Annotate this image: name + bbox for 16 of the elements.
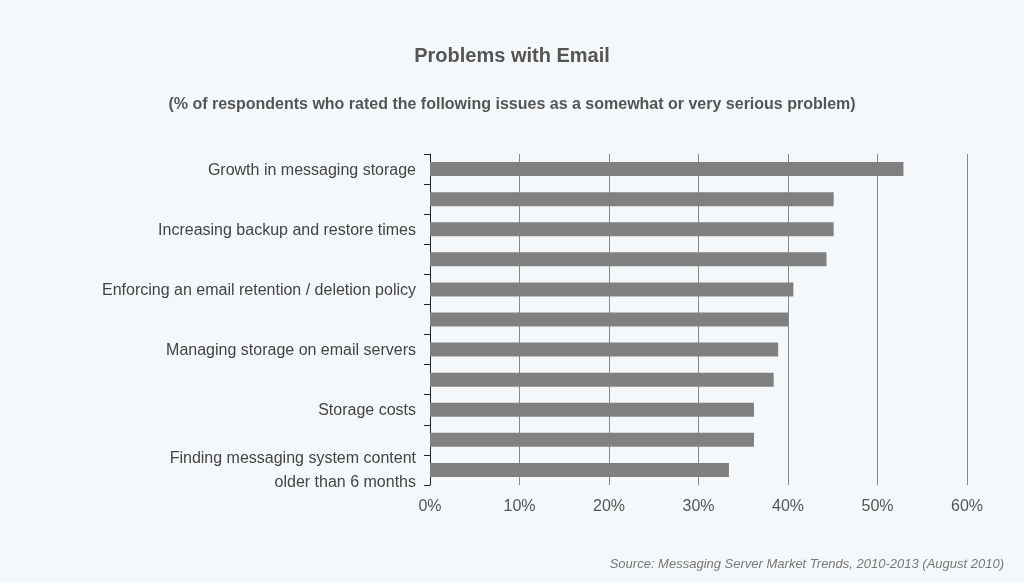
source-note: Source: Messaging Server Market Trends, 2010-2013 (August 2010) [609,556,1005,571]
x-tick-label: 0% [418,496,442,514]
x-tick-label: 40% [771,496,805,514]
y-tick-label: Growth in messaging storage [207,160,417,178]
y-tick-label: Managing storage on email servers [166,341,416,359]
y-tick-label: Finding messaging system content older than 6 months [169,449,417,491]
x-tick-label: 10% [503,496,536,514]
x-tick-label: 50% [861,496,894,514]
x-tick-label: 20% [592,496,626,514]
y-tick-label: Enforcing an email retention / deletion policy [102,280,416,298]
chart-title: Problems with Email [414,44,610,66]
x-tick-label: 30% [682,496,715,514]
y-tick-label: Increasing backup and restore times [158,220,416,238]
chart-subtitle: (% of respondents who rated the following issues as a somewhat or very serious problem) [168,94,856,112]
y-tick-label: Storage costs [318,401,416,419]
x-tick-label: 60% [950,496,984,514]
